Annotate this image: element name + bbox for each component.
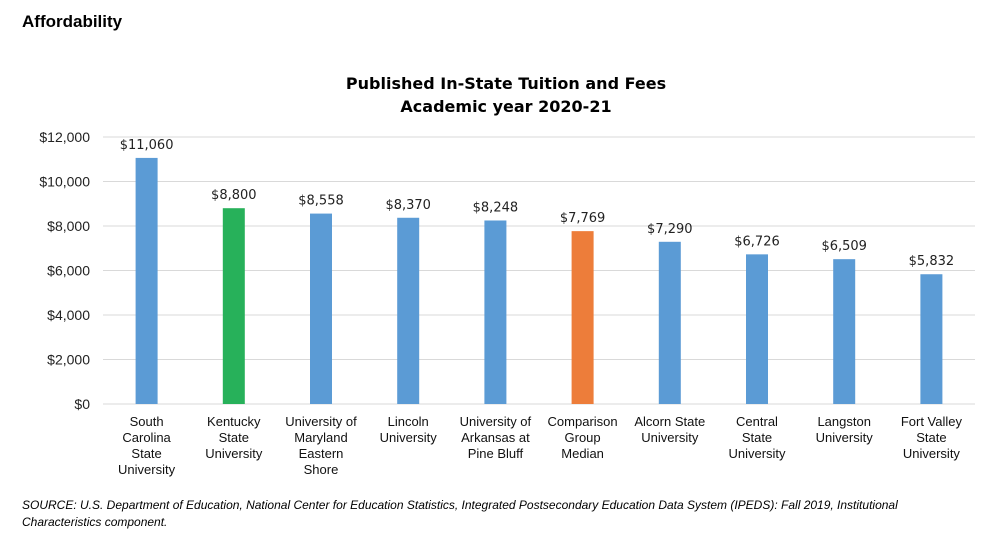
value-label: $6,726 bbox=[734, 234, 780, 249]
value-labels: $11,060 $8,800 $8,558 $8,370 $8,248 $7,769 $7,… bbox=[120, 138, 954, 269]
source-note: SOURCE: U.S. Department of Education, Na… bbox=[22, 498, 898, 529]
value-label: $8,248 bbox=[473, 200, 519, 215]
bar bbox=[920, 274, 943, 404]
chart-title-line: Academic year 2020-21 bbox=[400, 97, 611, 116]
category-label: Eastern bbox=[299, 446, 344, 461]
y-axis-ticks: $0 $2,000 $4,000 $6,000 $8,000 $10,000 $12,000 bbox=[39, 129, 90, 412]
category-label: Lincoln bbox=[388, 414, 429, 429]
category-label: University bbox=[641, 430, 699, 445]
category-label: Pine Bluff bbox=[468, 446, 524, 461]
value-label: $6,509 bbox=[821, 239, 867, 254]
category-label: University bbox=[903, 446, 961, 461]
chart-title-line: Published In-State Tuition and Fees bbox=[346, 74, 666, 93]
category-label: State bbox=[742, 430, 772, 445]
category-label: University bbox=[205, 446, 263, 461]
value-label: $8,370 bbox=[385, 198, 431, 213]
value-label: $5,832 bbox=[909, 254, 955, 269]
y-tick-label: $10,000 bbox=[39, 174, 90, 190]
category-label: Median bbox=[561, 446, 604, 461]
value-label: $8,800 bbox=[211, 188, 257, 203]
category-label: University of bbox=[285, 414, 357, 429]
bar bbox=[397, 217, 420, 404]
tuition-bar-chart: Published In-State Tuition and Fees Acade… bbox=[39, 74, 975, 477]
gridlines bbox=[103, 136, 975, 405]
y-tick-label: $6,000 bbox=[47, 263, 90, 279]
category-label: Central bbox=[736, 414, 778, 429]
category-label: University bbox=[816, 430, 874, 445]
category-label: Kentucky bbox=[207, 414, 261, 429]
category-label: Fort Valley bbox=[901, 414, 963, 429]
bar bbox=[571, 231, 594, 404]
y-tick-label: $12,000 bbox=[39, 129, 90, 145]
chart-title: Published In-State Tuition and Fees Acade… bbox=[346, 74, 666, 116]
value-label: $11,060 bbox=[120, 138, 174, 153]
bar bbox=[484, 220, 507, 404]
category-label: University of bbox=[460, 414, 532, 429]
category-label: State bbox=[916, 430, 946, 445]
category-label: University bbox=[380, 430, 438, 445]
category-label: Carolina bbox=[122, 430, 171, 445]
value-label: $8,558 bbox=[298, 194, 344, 209]
category-label: Langston bbox=[817, 414, 871, 429]
bar bbox=[135, 157, 158, 404]
category-label: Group bbox=[565, 430, 601, 445]
value-label: $7,290 bbox=[647, 222, 693, 237]
y-tick-label: $4,000 bbox=[47, 307, 90, 323]
bar bbox=[746, 254, 768, 404]
category-label: Comparison bbox=[548, 414, 618, 429]
section-heading: Affordability bbox=[22, 12, 123, 31]
category-label: Maryland bbox=[294, 430, 347, 445]
category-labels: SouthCarolinaStateUniversityKentuckyStat… bbox=[118, 414, 962, 477]
y-tick-label: $2,000 bbox=[47, 352, 90, 368]
value-label: $7,769 bbox=[560, 211, 606, 226]
category-label: State bbox=[219, 430, 249, 445]
category-label: Alcorn State bbox=[634, 414, 705, 429]
category-label: State bbox=[131, 446, 161, 461]
y-tick-label: $8,000 bbox=[47, 218, 90, 234]
bar bbox=[310, 213, 332, 404]
bars bbox=[135, 157, 943, 404]
category-label: Shore bbox=[304, 462, 339, 477]
category-label: Arkansas at bbox=[461, 430, 530, 445]
bar bbox=[833, 259, 856, 404]
bar bbox=[658, 241, 681, 404]
bar bbox=[222, 208, 245, 404]
category-label: University bbox=[728, 446, 786, 461]
y-tick-label: $0 bbox=[74, 396, 90, 412]
category-label: University bbox=[118, 462, 176, 477]
category-label: South bbox=[130, 414, 164, 429]
